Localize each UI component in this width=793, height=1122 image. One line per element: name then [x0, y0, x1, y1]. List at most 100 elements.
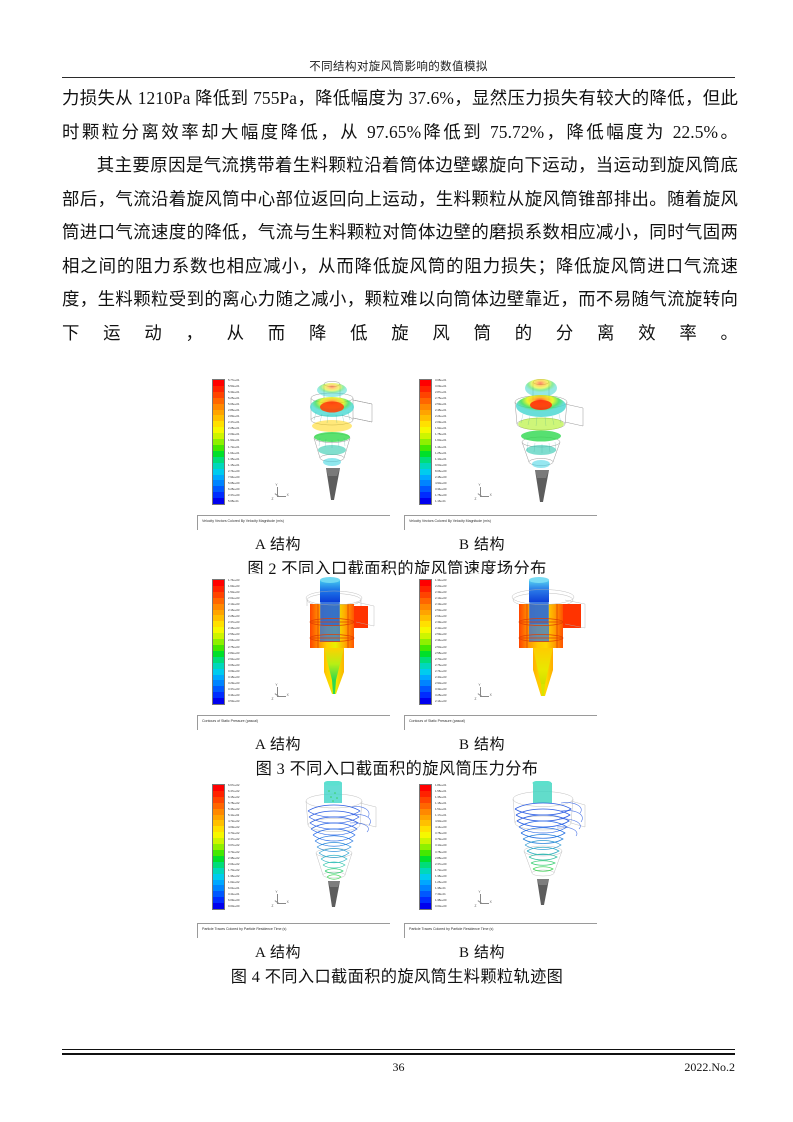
colorbar-tick-label: 3.73e+02	[228, 849, 240, 854]
colorbar-tick-label: 1.10e+01	[435, 456, 447, 461]
colorbar-swatch	[420, 486, 431, 493]
footer-divider-thin	[62, 1049, 735, 1050]
colorbar-swatch	[213, 397, 224, 404]
colorbar-swatch	[420, 867, 431, 874]
colorbar-tick-label: 2.56e+03	[228, 632, 240, 637]
colorbar-swatch	[420, 591, 431, 598]
colorbar-swatch	[213, 796, 224, 803]
colorbar-swatch	[213, 444, 224, 451]
colorbar-tick-label: 2.74e+03	[435, 668, 447, 673]
colorbar-tick-label: 7.94e+00	[228, 474, 240, 479]
colorbar-swatch	[213, 897, 224, 904]
figure-3-panel-row: 1.74e+03 1.63e+03 1.50e+03 2.01e+03 2.13e+03…	[197, 574, 597, 730]
colorbar-swatch	[420, 832, 431, 839]
colorbar-a: 5.77e+01 5.50e+01 5.33e+01 5.25e+01 5.06e+01…	[212, 379, 239, 505]
colorbar-swatch	[420, 450, 431, 457]
colorbar-tick-label: 3.07e+02	[228, 843, 240, 848]
colorbar-tick-label: 5.11e+02	[228, 813, 240, 818]
colorbar-tick-label: 2.37e+00	[228, 492, 240, 497]
cyclone-pressure-contours-b	[497, 576, 589, 712]
colorbar-swatch	[420, 820, 431, 827]
colorbar-tick-label: 1.92e+01	[435, 426, 447, 431]
axis-triad: Y X Z	[475, 683, 498, 702]
cfd-plot-a: 1.74e+03 1.63e+03 1.50e+03 2.01e+03 2.13e+03…	[197, 574, 390, 715]
colorbar-swatch	[213, 456, 224, 463]
colorbar-tick-label: 4.09e+02	[228, 825, 240, 830]
colorbar-tick-label: 3.37e+03	[228, 686, 240, 691]
figure-3-panel-a: 1.74e+03 1.63e+03 1.50e+03 2.01e+03 2.13e+03…	[197, 574, 390, 730]
colorbar-swatch	[213, 415, 224, 422]
colorbar-swatch	[213, 627, 224, 634]
colorbar-tick-label: 4.72e+02	[228, 819, 240, 824]
colorbar-tick-label: 1.16e-01	[435, 498, 446, 503]
colorbar-swatch	[213, 650, 224, 657]
colorbar-tick-label: 2.09e+01	[435, 420, 447, 425]
colorbar-swatch	[420, 861, 431, 868]
axis-triad: Y X Z	[475, 890, 498, 909]
colorbar-swatch	[213, 421, 224, 428]
figure-4-caption: 图 4 不同入口截面积的旋风筒生料颗粒轨迹图	[230, 968, 564, 986]
axis-triad: Y X Z	[272, 683, 295, 702]
colorbar-tick-label: 1.70e+02	[228, 867, 240, 872]
colorbar-swatch	[420, 433, 431, 440]
plot-title-b: Velocity Vectors Colored By Velocity Mag…	[404, 515, 597, 530]
colorbar-tick-label: 5.78e+02	[228, 801, 240, 806]
colorbar-swatch	[420, 492, 431, 499]
colorbar-tick-label: 1.26e+00	[435, 879, 447, 884]
colorbar-tick-label: 2.34e+03	[435, 638, 447, 643]
colorbar-tick-label: 2.46e+03	[228, 626, 240, 631]
colorbar-tick-label: 2.40e+03	[435, 674, 447, 679]
colorbar-swatch	[420, 409, 431, 416]
colorbar-tick-labels: 6.67e+02 6.47e+02 6.15e+02 5.78e+02 5.46e+02…	[228, 784, 239, 908]
colorbar-tick-label: 2.88e+00	[435, 855, 447, 860]
colorbar-swatch	[420, 796, 431, 803]
colorbar-tick-label: 5.50e+01	[228, 384, 240, 389]
colorbar-swatch	[420, 456, 431, 463]
figure-2-caption: 图 2 不同入口截面积的旋风筒速度场分布	[247, 560, 547, 578]
colorbar-tick-label: 1.50e+03	[228, 590, 240, 595]
colorbar-swatch	[420, 621, 431, 628]
colorbar-tick-label: 1.35e+01	[435, 795, 447, 800]
colorbar-swatch	[420, 639, 431, 645]
colorbar-swatch	[420, 580, 431, 586]
colorbar-tick-label: 1.44e+01	[435, 444, 447, 449]
colorbar-swatch	[213, 462, 224, 469]
cyclone-particle-traces-a	[290, 781, 382, 917]
colorbar-swatch	[213, 486, 224, 493]
axis-triad: Y X Z	[272, 890, 295, 909]
cfd-plot-b: 1.34e+03 2.20e+03 2.39e+03 2.13e+03 2.19e+03…	[404, 574, 597, 715]
figure-4-panel-b: 1.84e+01 1.58e+01 1.35e+01 1.18e+01 1.51e+01…	[404, 779, 597, 938]
axis-label-y: Y	[478, 890, 481, 894]
colorbar-tick-label: 6.09e+00	[228, 897, 240, 902]
colorbar-tick-labels: 5.77e+01 5.50e+01 5.33e+01 5.25e+01 5.06e+01…	[228, 379, 239, 503]
colorbar-swatch	[420, 603, 431, 610]
colorbar-swatch	[213, 849, 224, 856]
colorbar-tick-label: 1.72e+00	[435, 867, 447, 872]
cfd-plot-b: 1.84e+01 1.58e+01 1.35e+01 1.18e+01 1.51e+01…	[404, 779, 597, 923]
colorbar-tick-label: 2.76e+03	[435, 662, 447, 667]
colorbar-tick-label: 2.09e+01	[228, 432, 240, 437]
page-number: 36	[392, 1060, 405, 1074]
colorbar-tick-label: 5.08e+00	[228, 480, 240, 485]
colorbar-swatch	[213, 885, 224, 892]
structure-label-b: B 结构	[459, 737, 506, 753]
colorbar-tick-label: 2.50e+03	[435, 644, 447, 649]
colorbar-a: 1.74e+03 1.63e+03 1.50e+03 2.01e+03 2.13e+03…	[212, 579, 239, 705]
colorbar-swatch	[420, 644, 431, 651]
figure-2-panel-a: 5.77e+01 5.50e+01 5.33e+01 5.25e+01 5.06e+01…	[197, 374, 390, 530]
colorbar-swatch	[420, 427, 431, 434]
colorbar-tick-label: 3.09e+01	[435, 384, 447, 389]
colorbar-swatch	[213, 826, 224, 833]
colorbar-tick-label: 1.17e+01	[435, 813, 447, 818]
colorbar-tick-label: 2.91e+03	[228, 656, 240, 661]
axis-label-x: X	[489, 693, 492, 698]
figure-3-panel-b: 1.34e+03 2.20e+03 2.39e+03 2.13e+03 2.19e+03…	[404, 574, 597, 730]
axis-label-x: X	[286, 900, 289, 905]
cfd-plot-a: 6.67e+02 6.47e+02 6.15e+02 5.78e+02 5.46e+02…	[197, 779, 390, 923]
colorbar-tick-label: 6.47e+02	[228, 789, 240, 794]
axis-label-z: Z	[271, 497, 274, 501]
colorbar-tick-label: 3.29e+03	[228, 680, 240, 685]
colorbar-swatch	[213, 891, 224, 898]
structure-label-b: B 结构	[459, 945, 506, 961]
colorbar-swatch	[420, 385, 431, 392]
